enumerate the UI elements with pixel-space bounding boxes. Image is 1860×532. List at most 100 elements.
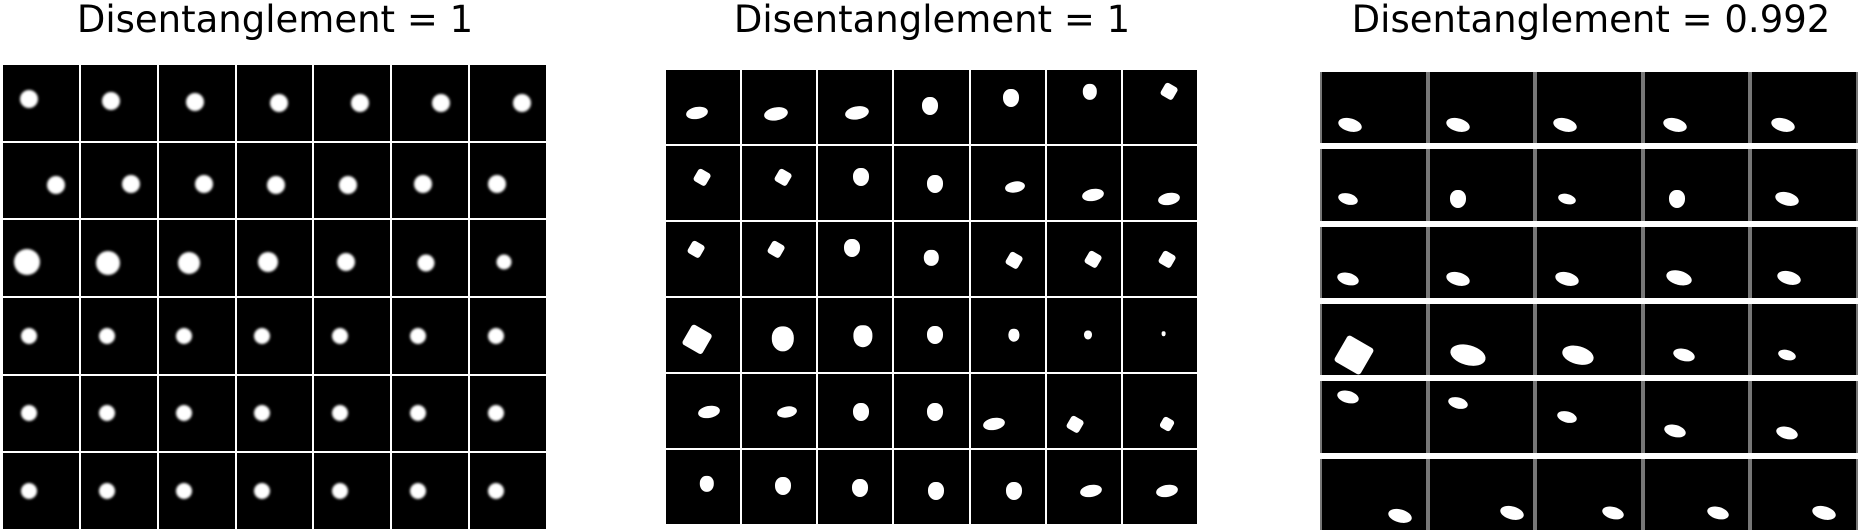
blob-sprite [487, 405, 504, 422]
image-cell [1750, 149, 1858, 221]
image-cell [80, 142, 157, 219]
blob-sprite [254, 327, 271, 344]
heart-sprite [699, 475, 714, 493]
image-cell [470, 142, 546, 219]
image-cell [1750, 458, 1858, 530]
image-cell [470, 375, 546, 452]
image-cell [666, 146, 741, 220]
ellipse-sprite [843, 104, 870, 122]
blob-sprite [270, 93, 289, 112]
panel-title-3: Disentanglement = 0.992 [1351, 0, 1831, 41]
blob-sprite [496, 254, 511, 270]
square-sprite [767, 239, 786, 258]
image-cell [236, 297, 313, 374]
ellipse-sprite [1600, 504, 1625, 522]
ellipse-sprite [1560, 342, 1596, 368]
image-cell [3, 297, 79, 374]
square-sprite [1004, 251, 1023, 270]
heart-sprite [853, 168, 870, 187]
image-cell [1750, 304, 1858, 376]
image-cell [818, 298, 893, 372]
heart-sprite [774, 476, 791, 495]
heart-sprite [922, 96, 938, 115]
blob-sprite [186, 93, 205, 112]
image-cell [894, 450, 969, 524]
ellipse-sprite [1004, 179, 1026, 194]
square-sprite [1333, 334, 1375, 376]
image-cell [1122, 450, 1197, 524]
image-cell [894, 222, 969, 296]
blob-sprite [195, 175, 214, 194]
image-cell [1320, 226, 1428, 298]
heart-sprite [924, 249, 939, 266]
image-cell [1750, 226, 1858, 298]
ellipse-sprite [1773, 189, 1801, 209]
image-cell [158, 220, 235, 296]
blob-sprite [98, 483, 115, 500]
panel-title-2: Disentanglement = 1 [733, 0, 1131, 41]
blob-sprite [47, 176, 66, 195]
image-cell [894, 374, 969, 448]
image-cell [1320, 458, 1428, 530]
image-cell [666, 450, 741, 524]
image-cell [392, 297, 469, 374]
ellipse-sprite [1769, 115, 1796, 135]
image-cell [818, 146, 893, 220]
image-cell [470, 297, 546, 374]
image-cell [970, 70, 1045, 144]
image-cell [80, 220, 157, 296]
image-cell [158, 297, 235, 374]
ellipse-sprite [1080, 186, 1105, 203]
image-cell [470, 220, 546, 296]
image-grid-2 [664, 68, 1199, 526]
heart-sprite [851, 479, 868, 498]
blob-sprite [20, 483, 37, 500]
ellipse-sprite [1336, 191, 1360, 208]
heart-sprite [927, 326, 944, 344]
image-cell [818, 222, 893, 296]
blob-sprite [254, 483, 271, 500]
blob-sprite [178, 251, 201, 274]
ellipse-sprite [775, 405, 798, 420]
heart-sprite [844, 238, 861, 257]
blob-sprite [267, 176, 285, 195]
image-cell [158, 375, 235, 452]
ellipse-sprite [1554, 269, 1581, 289]
ellipse-sprite [1552, 115, 1579, 135]
blob-sprite [512, 93, 531, 112]
image-cell [1642, 226, 1751, 298]
image-cell [1642, 458, 1751, 530]
ellipse-sprite [685, 105, 710, 121]
heart-sprite [1005, 482, 1022, 501]
image-cell [1046, 298, 1121, 372]
image-cell [236, 65, 313, 141]
image-cell [1122, 70, 1197, 144]
ellipse-sprite [1774, 423, 1800, 442]
square-sprite [681, 324, 713, 355]
image-cell [3, 453, 79, 529]
image-cell [1427, 381, 1536, 453]
image-cell [3, 142, 79, 219]
image-cell [1046, 374, 1121, 448]
ellipse-sprite [1775, 268, 1803, 288]
image-cell [236, 375, 313, 452]
image-cell [80, 297, 157, 374]
blob-sprite [96, 250, 121, 275]
ellipse-sprite [1705, 504, 1731, 522]
image-cell [1320, 149, 1428, 221]
image-cell [1122, 146, 1197, 220]
ellipse-sprite [1446, 394, 1469, 411]
blob-sprite [121, 175, 140, 194]
blob-sprite [20, 405, 37, 422]
ellipse-sprite [1810, 503, 1837, 523]
blob-sprite [19, 90, 38, 109]
panel-title-1: Disentanglement = 1 [76, 0, 474, 41]
image-cell [1642, 304, 1751, 376]
image-cell [742, 146, 817, 220]
square-sprite [692, 167, 711, 187]
ellipse-sprite [1155, 483, 1180, 500]
ellipse-sprite [1079, 483, 1104, 500]
blob-sprite [98, 327, 115, 344]
image-cell [1427, 226, 1536, 298]
image-cell [1122, 298, 1197, 372]
